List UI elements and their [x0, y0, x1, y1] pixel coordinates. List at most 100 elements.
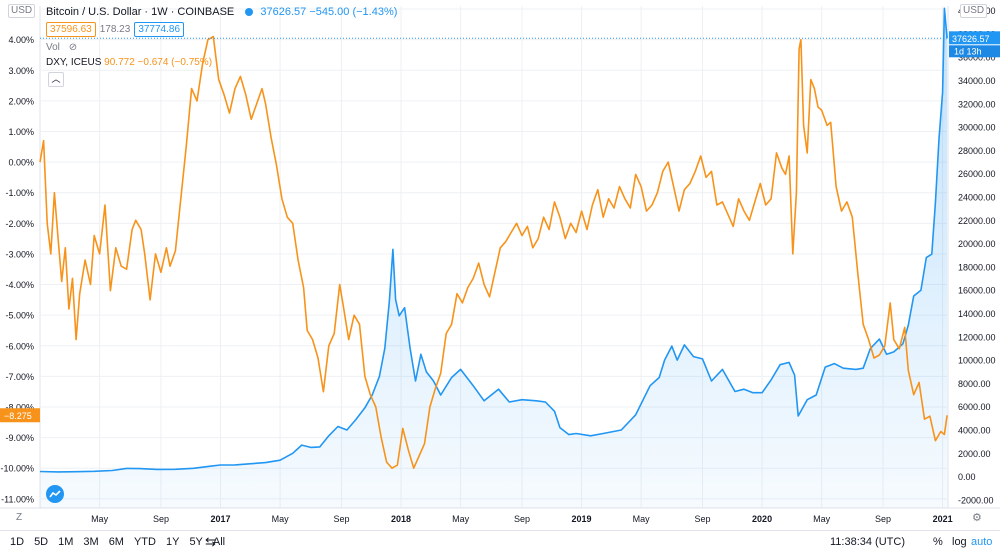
left-tick-label: 3.00% [8, 66, 34, 76]
log-scale-toggle[interactable]: log [952, 536, 967, 548]
tradingview-logo-icon[interactable] [46, 485, 64, 503]
time-tick-label: Sep [694, 514, 710, 524]
time-tick-label: May [813, 514, 831, 524]
time-tick-label: May [633, 514, 651, 524]
bottom-toolbar: 1D 5D 1M 3M 6M YTD 1Y 5Y All ⇆ 11:38:34 … [0, 530, 1000, 554]
calendar-range-icon[interactable]: ⇆ [205, 534, 216, 549]
right-tick-label: 34000.00 [958, 76, 996, 86]
right-tick-label: 32000.00 [958, 99, 996, 109]
right-tick-label: -2000.00 [958, 495, 994, 505]
btc-series-line [39, 7, 948, 473]
bid-ask-row: 37596.63 178.23 37774.86 [46, 22, 185, 37]
right-tick-label: 30000.00 [958, 123, 996, 133]
dxy-label: DXY, ICEUS [46, 57, 102, 68]
last-price: 37626.57 [260, 6, 307, 18]
range-1m[interactable]: 1M [58, 536, 74, 548]
dxy-legend[interactable]: DXY, ICEUS 90.772 −0.674 (−0.75%) [46, 57, 212, 68]
left-axis: 5.00%4.00%3.00%2.00%1.00%0.00%-1.00%-2.0… [0, 5, 34, 505]
left-tick-label: -11.00% [1, 494, 34, 504]
status-dot-icon [245, 8, 254, 16]
right-tick-label: 4000.00 [958, 425, 991, 435]
right-tick-label: 16000.00 [958, 286, 996, 296]
range-all[interactable]: All [212, 536, 226, 548]
right-tick-label: 26000.00 [958, 169, 996, 179]
clock-time[interactable]: 11:38:34 (UTC) [830, 536, 905, 548]
left-tick-label: -5.00% [5, 311, 34, 321]
left-tick-label: 2.00% [8, 96, 34, 106]
dxy-pct-tag [0, 408, 40, 423]
time-tick-label: Sep [875, 514, 891, 524]
right-tick-label: 14000.00 [958, 309, 996, 319]
left-tick-label: -7.00% [5, 372, 34, 382]
auto-scale-toggle[interactable]: auto [971, 536, 993, 548]
range-1d[interactable]: 1D [10, 536, 25, 548]
left-tick-label: -9.00% [5, 433, 34, 443]
time-tick-label: 2017 [211, 514, 231, 524]
left-tick-label: -3.00% [5, 249, 34, 259]
price-markers: 37626.57 1d 13h −8.275 [0, 31, 1000, 423]
right-tick-label: 2000.00 [958, 449, 991, 459]
right-tick-label: 24000.00 [958, 193, 996, 203]
left-tick-label: -1.00% [5, 188, 34, 198]
time-tick-label: May [452, 514, 470, 524]
time-tick-label: May [272, 514, 290, 524]
btc-price-tag-text: 37626.57 [952, 34, 990, 44]
right-tick-label: 22000.00 [958, 216, 996, 226]
range-1y[interactable]: 1Y [165, 536, 180, 548]
time-tick-label: Sep [153, 514, 169, 524]
buy-price-box[interactable]: 37774.86 [134, 22, 185, 37]
btc-countdown-text: 1d 13h [954, 46, 982, 56]
time-tick-label: 2020 [752, 514, 772, 524]
gear-icon[interactable]: ⚙ [970, 512, 984, 524]
dxy-pct-tag-text: −8.275 [4, 411, 32, 421]
right-tick-label: 6000.00 [958, 402, 991, 412]
percent-scale-toggle[interactable]: % [933, 536, 943, 548]
left-tick-label: -2.00% [5, 219, 34, 229]
range-3m[interactable]: 3M [83, 536, 99, 548]
time-tick-label: May [91, 514, 109, 524]
right-tick-label: 12000.00 [958, 332, 996, 342]
right-scale-currency[interactable]: USD [960, 4, 988, 18]
time-tick-label: 2019 [572, 514, 592, 524]
btc-area-fill [40, 8, 948, 509]
right-axis: 40000.0038000.0036000.0034000.0032000.00… [958, 6, 996, 505]
volume-label: Vol [46, 42, 60, 53]
right-tick-label: 20000.00 [958, 239, 996, 249]
right-tick-label: 36000.00 [958, 53, 996, 63]
range-buttons: 1D 5D 1M 3M 6M YTD 1Y 5Y All [10, 536, 225, 548]
right-tick-label: 0.00 [958, 472, 976, 482]
time-tick-label: 2021 [933, 514, 953, 524]
symbol-title[interactable]: Bitcoin / U.S. Dollar · 1W · COINBASE [46, 6, 235, 18]
btc-price-tag [949, 31, 1000, 45]
series-layer [39, 7, 948, 509]
range-6m[interactable]: 6M [108, 536, 124, 548]
price-change: −545.00 (−1.43%) [309, 6, 398, 18]
range-5y[interactable]: 5Y [189, 536, 203, 548]
left-tick-label: 1.00% [8, 127, 34, 137]
eye-slash-icon[interactable]: ⊘ [68, 42, 78, 53]
sell-price-box[interactable]: 37596.63 [46, 22, 96, 37]
left-tick-label: -8.00% [5, 402, 34, 412]
right-tick-label: 18000.00 [958, 262, 996, 272]
zoom-reset-label[interactable]: Z [14, 512, 25, 524]
time-tick-label: Sep [333, 514, 349, 524]
chevron-up-icon[interactable]: ︿ [48, 72, 64, 87]
left-tick-label: -10.00% [0, 464, 34, 474]
right-tick-label: 28000.00 [958, 146, 996, 156]
right-tick-label: 8000.00 [958, 379, 991, 389]
btc-countdown-tag [949, 45, 1000, 58]
dxy-value: 90.772 −0.674 (−0.75%) [104, 57, 213, 68]
left-tick-label: -4.00% [5, 280, 34, 290]
left-tick-label: 0.00% [8, 158, 34, 168]
time-tick-label: Sep [514, 514, 530, 524]
left-tick-label: -6.00% [5, 341, 34, 351]
range-5d[interactable]: 5D [34, 536, 49, 548]
left-tick-label: 4.00% [8, 35, 34, 45]
dxy-series-line [39, 35, 948, 469]
right-tick-label: 10000.00 [958, 356, 996, 366]
left-scale-currency[interactable]: USD [8, 4, 36, 18]
volume-legend[interactable]: Vol ⊘ [46, 42, 77, 53]
range-ytd[interactable]: YTD [133, 536, 156, 548]
symbol-legend[interactable]: Bitcoin / U.S. Dollar · 1W · COINBASE 37… [46, 6, 397, 18]
